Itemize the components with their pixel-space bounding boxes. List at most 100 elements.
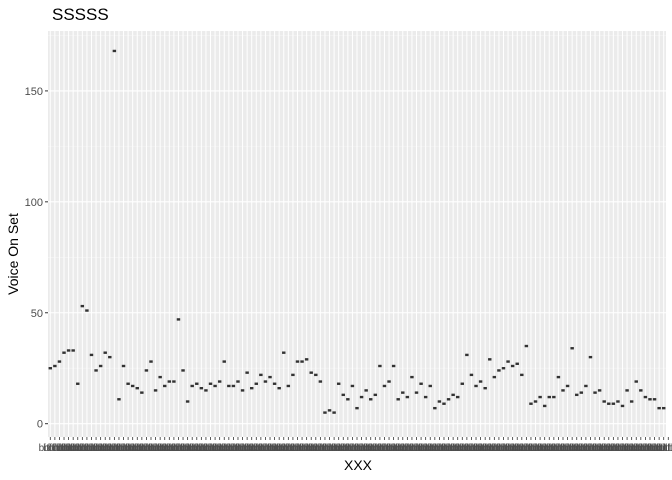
x-tick-label: bitfiltt xyxy=(460,443,484,454)
box-127 xyxy=(625,389,629,392)
box-77 xyxy=(396,398,400,401)
y-tick-label: 100 xyxy=(25,197,43,209)
box-8 xyxy=(80,304,85,308)
box-109 xyxy=(542,404,547,408)
box-48 xyxy=(263,380,268,383)
box-90 xyxy=(455,395,460,399)
box-73 xyxy=(378,364,382,368)
x-tick-label: bitfiltt xyxy=(496,443,520,454)
x-tick-label: bitfiltt xyxy=(350,443,374,454)
x-tick-label: bitfiltt xyxy=(208,443,232,454)
box-12 xyxy=(98,364,103,368)
x-tick-label: bitfiltt xyxy=(629,443,653,454)
x-tick-label: bitfiltt xyxy=(437,443,461,454)
box-42 xyxy=(236,380,240,383)
x-tick-label: bitfiltt xyxy=(652,443,672,454)
box-86 xyxy=(437,400,442,403)
box-89 xyxy=(451,393,455,397)
x-tick-label: bitfiltt xyxy=(80,443,104,454)
box-19 xyxy=(130,384,135,388)
x-tick-label: bitfiltt xyxy=(203,443,227,454)
x-tick-label: bitfiltt xyxy=(130,443,154,454)
box-68 xyxy=(355,406,359,410)
box-38 xyxy=(217,380,222,383)
x-tick-label: bitfiltt xyxy=(231,443,255,454)
x-tick-label: bitfiltt xyxy=(419,443,443,454)
x-tick-label: bitfiltt xyxy=(290,443,314,454)
x-tick-label: bitfiltt xyxy=(318,443,342,454)
x-tick-label: bitfiltt xyxy=(492,443,516,454)
x-tick-label: bitfiltt xyxy=(506,443,530,454)
x-tick-label: bitfiltt xyxy=(158,443,182,454)
grid-lines xyxy=(48,31,666,437)
boxes xyxy=(48,49,666,414)
box-130 xyxy=(639,389,643,392)
x-tick-label: bitfiltt xyxy=(396,443,420,454)
x-tick-label: bitfiltt xyxy=(341,443,365,454)
x-tick-label: bitfiltt xyxy=(391,443,415,454)
box-91 xyxy=(460,382,465,385)
x-tick-label: bitfiltt xyxy=(57,443,81,454)
x-tick-label: bitfiltt xyxy=(112,443,136,454)
box-104 xyxy=(520,373,524,377)
x-tick-label: bitfiltt xyxy=(313,443,337,454)
box-124 xyxy=(611,402,616,405)
box-72 xyxy=(373,393,378,397)
x-tick-label: bitfiltt xyxy=(409,443,433,454)
x-tick-label: bitfiltt xyxy=(52,443,76,454)
y-tick-label: 50 xyxy=(31,308,43,320)
box-92 xyxy=(465,353,469,357)
x-tick-label: bitfiltt xyxy=(322,443,346,454)
x-tick-label: bitfiltt xyxy=(135,443,159,454)
x-axis: bitfilttbitfilttbitfilttbitfilttbitfiltt… xyxy=(39,437,672,454)
box-55 xyxy=(295,360,300,363)
box-24 xyxy=(153,389,158,392)
box-131 xyxy=(643,395,648,399)
x-tick-label: bitfiltt xyxy=(171,443,195,454)
box-51 xyxy=(277,386,281,390)
box-30 xyxy=(181,369,185,372)
box-44 xyxy=(245,371,249,374)
box-20 xyxy=(135,386,139,390)
x-tick-label: bitfiltt xyxy=(222,443,246,454)
box-114 xyxy=(565,384,570,388)
box-36 xyxy=(208,382,213,385)
box-88 xyxy=(446,398,451,401)
x-tick-label: bitfiltt xyxy=(359,443,383,454)
box-132 xyxy=(648,398,652,401)
x-tick-label: bitfiltt xyxy=(121,443,145,454)
box-107 xyxy=(533,400,538,403)
box-22 xyxy=(144,369,149,372)
x-tick-label: bitfiltt xyxy=(560,443,584,454)
x-tick-label: bitfiltt xyxy=(423,443,447,454)
x-tick-label: bitfiltt xyxy=(295,443,319,454)
box-101 xyxy=(506,360,510,363)
box-135 xyxy=(661,406,666,410)
y-tick-label: 150 xyxy=(25,86,43,98)
x-tick-label: bitfiltt xyxy=(377,443,401,454)
x-tick-label: bitfiltt xyxy=(98,443,122,454)
box-21 xyxy=(140,391,144,394)
x-tick-label: bitfiltt xyxy=(446,443,470,454)
x-tick-label: bitfiltt xyxy=(309,443,333,454)
box-95 xyxy=(478,380,483,383)
x-tick-label: bitfiltt xyxy=(574,443,598,454)
box-54 xyxy=(291,373,295,377)
box-122 xyxy=(602,400,606,403)
x-tick-label: bitfiltt xyxy=(181,443,205,454)
box-62 xyxy=(327,409,332,412)
x-tick-label: bitfiltt xyxy=(538,443,562,454)
x-tick-label: bitfiltt xyxy=(354,443,378,454)
x-tick-label: bitfiltt xyxy=(597,443,621,454)
box-35 xyxy=(204,389,208,392)
box-126 xyxy=(620,404,625,408)
x-tick-label: bitfiltt xyxy=(249,443,273,454)
box-43 xyxy=(240,389,245,392)
box-83 xyxy=(423,395,428,399)
box-74 xyxy=(382,384,387,388)
box-15 xyxy=(112,49,117,53)
x-tick-label: bitfiltt xyxy=(455,443,479,454)
box-116 xyxy=(575,393,579,397)
box-120 xyxy=(593,391,597,394)
x-tick-label: bitfiltt xyxy=(611,443,635,454)
